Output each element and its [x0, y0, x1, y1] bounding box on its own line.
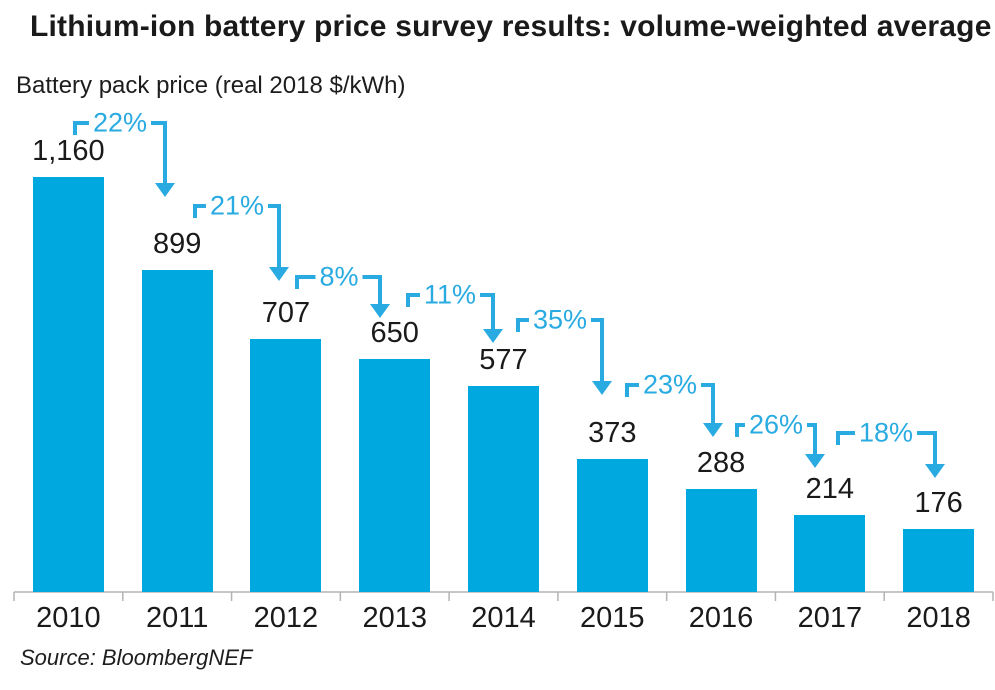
annotation-percent-label: 26% — [744, 409, 808, 441]
annotation-percent-label: 18% — [854, 417, 918, 449]
bar-value-label: 214 — [805, 473, 855, 506]
bar-value-label: 577 — [479, 343, 528, 376]
bar-2017 — [794, 515, 866, 592]
bar-2018 — [903, 529, 975, 592]
bar-value-label: 373 — [588, 416, 637, 449]
bar-2011 — [141, 270, 213, 592]
annotation-arrowhead-icon — [155, 183, 175, 197]
bar-value-label: 650 — [370, 317, 419, 350]
annotation-percent-label: 35% — [528, 304, 592, 336]
bar-2010 — [32, 177, 104, 592]
annotation-arrowhead-icon — [925, 464, 945, 478]
annotation-percent-label: 22% — [88, 107, 152, 139]
annotation-arrowhead-icon — [269, 267, 289, 281]
bar-2014 — [468, 385, 539, 592]
annotation-percent-label: 8% — [315, 261, 363, 293]
bar-2016 — [685, 488, 757, 592]
x-axis-label: 2012 — [253, 602, 319, 634]
x-axis-label: 2018 — [906, 602, 971, 634]
annotation-arrowhead-icon — [805, 454, 825, 468]
x-axis-label: 2015 — [580, 602, 645, 634]
annotation-arrowhead-icon — [483, 329, 503, 343]
chart-subtitle: Battery pack price (real 2018 $/kWh) — [16, 72, 406, 99]
annotation-percent-label: 23% — [638, 369, 702, 401]
x-axis-label: 2014 — [471, 602, 536, 634]
bar-value-label: 707 — [261, 297, 311, 330]
bar-value-label: 288 — [696, 446, 746, 479]
annotation-percent-label: 21% — [205, 190, 269, 222]
annotation-arrowhead-icon — [703, 423, 723, 437]
bar-value-label: 899 — [152, 228, 202, 261]
annotation-percent-label: 11% — [419, 279, 481, 311]
x-axis-label: 2011 — [145, 602, 209, 634]
x-axis-label: 2010 — [36, 602, 101, 634]
x-axis-label: 2017 — [797, 602, 863, 634]
bar-2012 — [250, 339, 322, 592]
x-axis-label: 2013 — [362, 602, 427, 634]
x-axis-label: 2016 — [688, 602, 754, 634]
bar-2015 — [576, 458, 648, 592]
annotation-arrowhead-icon — [592, 381, 612, 395]
source-note: Source: BloombergNEF — [20, 645, 253, 670]
annotation-arrowhead-icon — [370, 304, 390, 318]
bar-2013 — [359, 359, 431, 592]
bar-value-label: 1,160 — [32, 135, 105, 167]
chart-title: Lithium-ion battery price survey results… — [30, 10, 992, 43]
bar-value-label: 176 — [914, 487, 963, 520]
